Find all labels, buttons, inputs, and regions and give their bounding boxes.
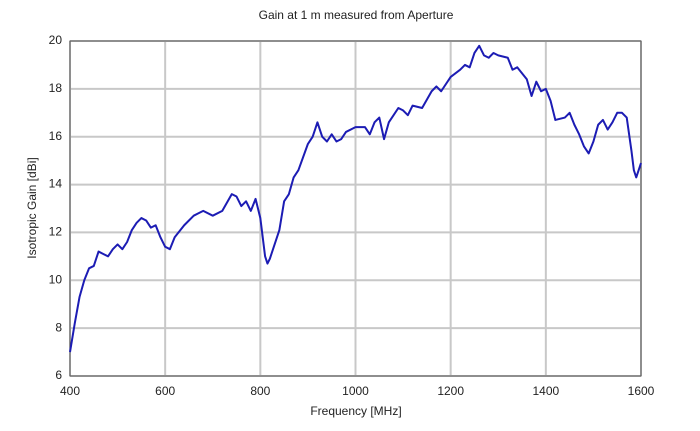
y-tick-label: 18 bbox=[49, 81, 63, 95]
x-tick-label: 1000 bbox=[342, 384, 369, 398]
x-tick-label: 1600 bbox=[628, 384, 655, 398]
y-tick-label: 10 bbox=[49, 272, 63, 286]
y-tick-label: 12 bbox=[49, 225, 63, 239]
y-tick-label: 8 bbox=[55, 320, 62, 334]
chart-title: Gain at 1 m measured from Aperture bbox=[259, 8, 454, 22]
x-tick-label: 1200 bbox=[437, 384, 464, 398]
line bbox=[69, 44, 642, 353]
y-tick-label: 16 bbox=[49, 129, 63, 143]
x-tick-label: 800 bbox=[250, 384, 270, 398]
x-tick-label: 600 bbox=[155, 384, 175, 398]
x-tick-label: 400 bbox=[60, 384, 80, 398]
plot-frame bbox=[69, 40, 642, 377]
y-tick-label: 14 bbox=[49, 177, 63, 191]
y-tick-label: 20 bbox=[49, 33, 63, 47]
x-tick-label: 1400 bbox=[532, 384, 559, 398]
y-axis-label: Isotropic Gain [dBi] bbox=[25, 157, 39, 258]
x-axis-label: Frequency [MHz] bbox=[310, 404, 401, 418]
y-tick-label: 6 bbox=[55, 368, 62, 382]
